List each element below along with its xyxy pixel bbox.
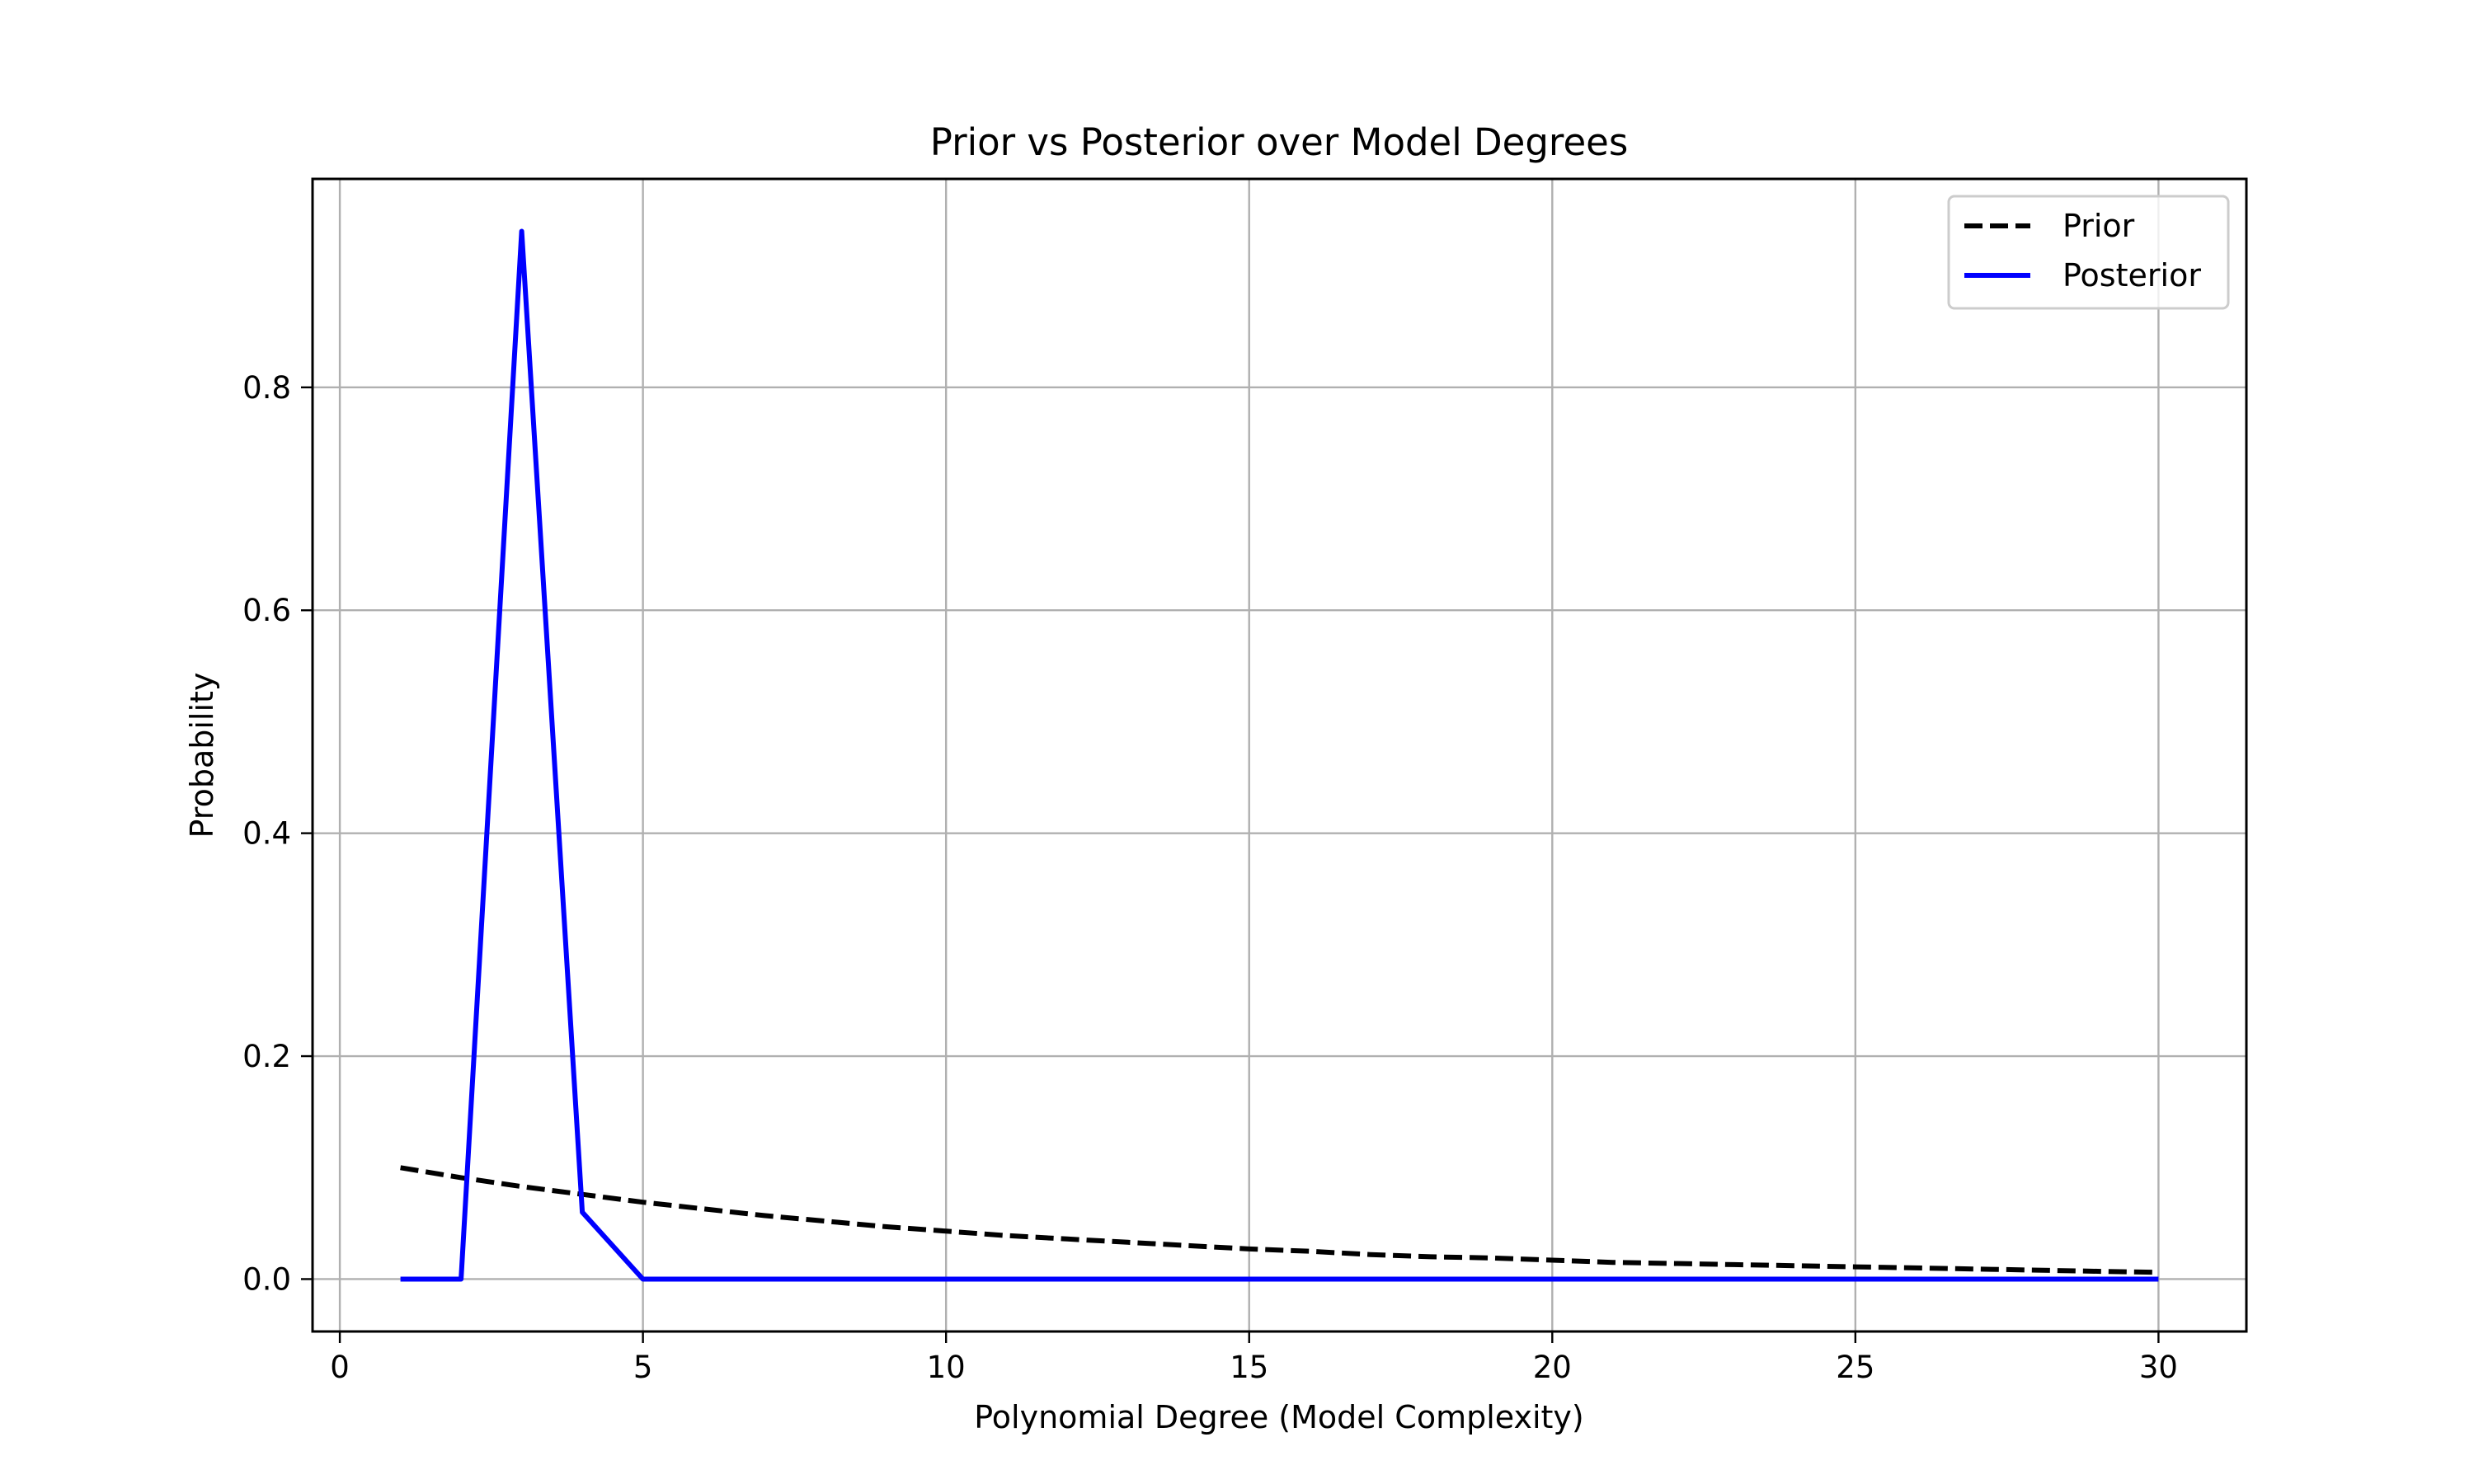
series-line-prior	[400, 1165, 2159, 1275]
x-tick-label: 15	[1230, 1350, 1268, 1385]
ticks: 0 5 10 15 20 25 30 0.0 0.2 0.4 0.6 0.8	[242, 370, 2178, 1385]
series-layer	[400, 228, 2159, 1282]
x-axis-label: Polynomial Degree (Model Complexity)	[974, 1399, 1584, 1435]
y-tick-label: 0.4	[242, 816, 291, 852]
plot-frame	[311, 177, 2248, 1333]
x-tick-label: 10	[927, 1350, 966, 1385]
x-tick-label: 25	[1836, 1350, 1874, 1385]
series-line-posterior	[400, 228, 2159, 1282]
legend: Prior Posterior	[1947, 195, 2230, 310]
x-tick-label: 30	[2139, 1350, 2178, 1385]
y-tick-label: 0.0	[242, 1261, 291, 1297]
y-tick-label: 0.2	[242, 1039, 291, 1074]
chart-title: Prior vs Posterior over Model Degrees	[930, 120, 1629, 164]
y-axis-label: Probability	[184, 673, 220, 838]
x-tick-label: 5	[633, 1350, 653, 1385]
grid	[313, 179, 2246, 1331]
legend-prior-label: Prior	[2062, 208, 2135, 244]
x-tick-label: 20	[1533, 1350, 1572, 1385]
y-tick-label: 0.8	[242, 370, 291, 406]
y-tick-label: 0.6	[242, 593, 291, 628]
legend-posterior-label: Posterior	[2062, 257, 2201, 294]
x-tick-label: 0	[330, 1350, 350, 1385]
